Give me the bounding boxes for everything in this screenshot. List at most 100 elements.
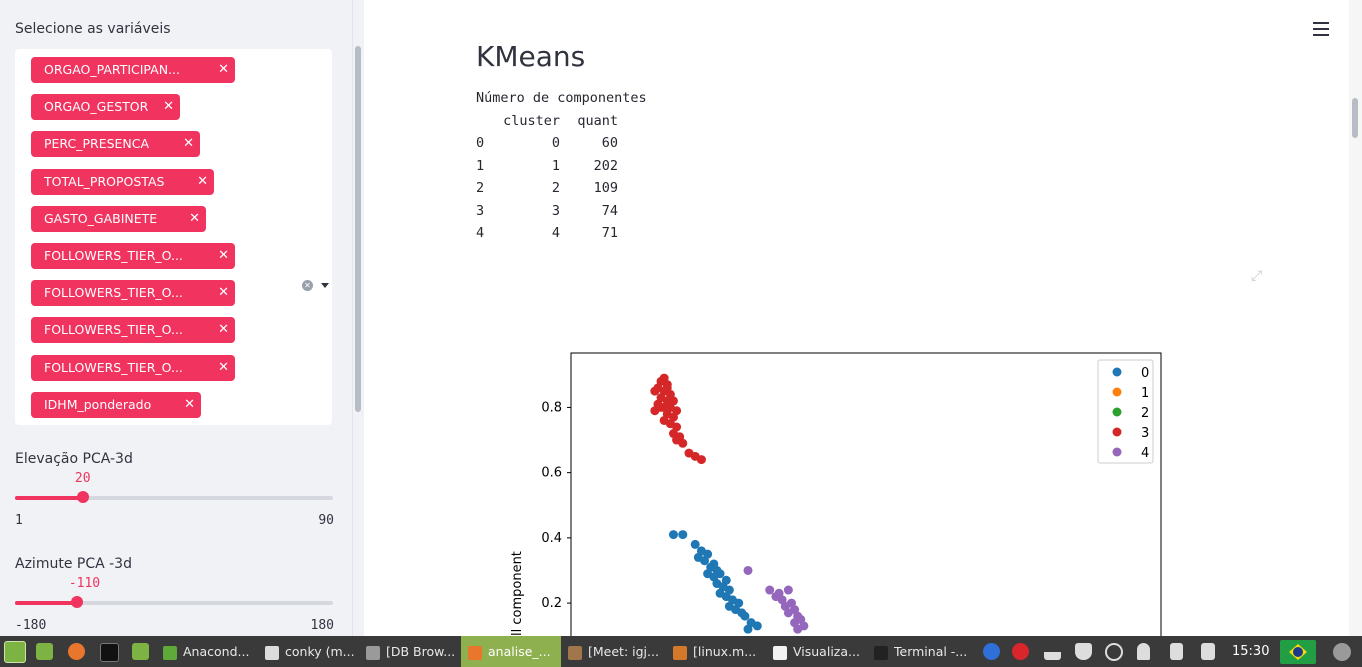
main-scrollbar[interactable] (1349, 0, 1362, 636)
chip-label: PERC_PRESENCA (44, 136, 150, 152)
chip-label: TOTAL_PROPOSTAS (44, 173, 165, 189)
keyboard-layout-flag-icon[interactable] (1280, 640, 1316, 664)
mint-menu-icon[interactable] (4, 641, 26, 663)
bluetooth-icon[interactable] (983, 643, 1000, 660)
hamburger-menu-icon[interactable] (1313, 21, 1329, 37)
remove-chip-icon[interactable]: ✕ (218, 285, 229, 301)
y-tick-label: 0.4 (541, 531, 562, 546)
remove-chip-icon[interactable]: ✕ (218, 322, 229, 338)
taskbar-window-button[interactable]: conky (m... (258, 636, 358, 667)
table-cell: 4 (476, 225, 485, 241)
sidebar: Selecione as variáveis ORGAO_PARTICIPAN.… (0, 0, 352, 636)
chevron-down-icon[interactable] (321, 283, 329, 288)
taskbar-window-button[interactable]: [DB Brow... (359, 636, 459, 667)
chart-legend: 0 1 2 3 4 (1097, 359, 1154, 464)
y-axis-label: ll component (510, 551, 525, 636)
remove-chip-icon[interactable]: ✕ (163, 99, 174, 115)
taskbar: Anacond... conky (m... [DB Brow... analise_… (0, 636, 1362, 667)
app-icon (265, 645, 279, 660)
scatter-point-cluster-0 (752, 621, 762, 631)
clipboard-icon[interactable] (1170, 643, 1183, 660)
wifi-icon[interactable] (1044, 646, 1061, 660)
taskbar-window-button[interactable]: analise_... (461, 636, 561, 667)
selected-variable-chip: PERC_PRESENCA ✕ (31, 131, 200, 158)
taskbar-window-label: Visualiza... (793, 644, 860, 659)
taskbar-window-button[interactable]: Anacond... (156, 636, 256, 667)
y-tick-label: 0.2 (541, 596, 562, 611)
app-icon (874, 645, 888, 660)
sidebar-scrollbar-thumb[interactable] (355, 46, 361, 412)
remove-chip-icon[interactable]: ✕ (189, 210, 200, 226)
elevation-slider-handle[interactable] (76, 491, 89, 503)
table-cell: 0 (551, 135, 560, 152)
show-desktop-icon[interactable] (36, 643, 53, 660)
remove-chip-icon[interactable]: ✕ (184, 396, 195, 412)
chip-label: GASTO_GABINETE (44, 210, 158, 226)
variables-label: Selecione as variáveis (15, 21, 171, 37)
taskbar-window-button[interactable]: [Meet: igj... (561, 636, 665, 667)
app-icon (468, 645, 482, 660)
scatter-point-cluster-3 (662, 383, 672, 393)
terminal-launcher-icon[interactable] (100, 643, 119, 662)
azimuth-max: 180 (310, 618, 334, 633)
files-launcher-icon[interactable] (132, 643, 149, 660)
scatter-point-cluster-3 (696, 455, 706, 465)
firefox-launcher-icon[interactable] (68, 643, 85, 660)
app-icon (673, 645, 687, 660)
taskbar-window-button[interactable]: Terminal -... (867, 636, 977, 667)
main-scrollbar-thumb[interactable] (1352, 98, 1358, 138)
volume-icon[interactable] (1201, 643, 1215, 660)
table-cell: 202 (593, 157, 618, 174)
remove-chip-icon[interactable]: ✕ (218, 359, 229, 375)
scatter-point-cluster-0 (700, 556, 710, 566)
chip-label: IDHM_ponderado (44, 396, 152, 412)
elevation-slider[interactable] (15, 491, 333, 503)
app-icon (568, 645, 582, 660)
scatter-point-cluster-3 (678, 438, 688, 448)
expand-icon[interactable]: ⤢ (1251, 268, 1263, 284)
table-cell: 71 (601, 225, 618, 241)
azimuth-slider-handle[interactable] (70, 596, 83, 608)
update-icon[interactable] (1105, 643, 1123, 661)
clear-all-icon[interactable]: ✕ (302, 280, 313, 291)
table-cell: 74 (601, 202, 618, 219)
azimuth-slider[interactable] (15, 596, 333, 608)
elevation-min: 1 (15, 513, 23, 528)
legend-marker (1112, 447, 1122, 457)
pca-scatter-chart: 0.8 0.6 0.4 0.2 ll component 0 1 2 3 4 (510, 352, 1162, 636)
remove-chip-icon[interactable]: ✕ (197, 173, 208, 189)
scatter-point-cluster-0 (678, 530, 688, 540)
elevation-label: Elevação PCA-3d (15, 451, 133, 467)
remove-chip-icon[interactable]: ✕ (183, 136, 194, 152)
table-header-cell: quant (577, 113, 618, 129)
legend-label: 4 (1141, 446, 1149, 461)
shield-icon[interactable] (1075, 643, 1092, 660)
selected-variable-chip: IDHM_ponderado ✕ (31, 391, 201, 418)
selected-variable-chip: FOLLOWERS_TIER_O... ✕ (31, 317, 235, 344)
chip-label: FOLLOWERS_TIER_O... (44, 248, 183, 263)
table-cell: 2 (551, 180, 560, 197)
app-icon (773, 645, 787, 660)
table-cell: 4 (551, 225, 560, 241)
app-icon (366, 645, 380, 660)
page-title: KMeans (476, 40, 586, 73)
selected-variable-chip: FOLLOWERS_TIER_O... ✕ (31, 280, 235, 307)
remove-chip-icon[interactable]: ✕ (218, 62, 229, 77)
azimuth-label: Azimute PCA -3d (15, 556, 132, 572)
taskbar-window-label: [DB Brow... (386, 644, 456, 659)
mega-icon[interactable] (1012, 643, 1029, 660)
scatter-point-cluster-0 (668, 530, 678, 540)
remove-chip-icon[interactable]: ✕ (218, 248, 229, 263)
taskbar-window-button[interactable]: [linux.m... (666, 636, 766, 667)
taskbar-window-button[interactable]: Visualiza... (766, 636, 866, 667)
variables-multiselect[interactable]: ORGAO_PARTICIPAN... ✕ ORGAO_GESTOR ✕ PERC_PR… (15, 49, 332, 425)
taskbar-window-label: [linux.m... (693, 644, 757, 659)
table-cell: 1 (551, 157, 560, 174)
settings-gear-icon[interactable] (1333, 643, 1351, 661)
notifications-icon[interactable] (1137, 643, 1150, 660)
table-cell: 2 (476, 180, 485, 197)
selected-variable-chip: ORGAO_GESTOR ✕ (31, 94, 180, 121)
clock[interactable]: 15:30 (1232, 644, 1270, 659)
scatter-point-cluster-0 (740, 611, 750, 621)
app-icon (163, 645, 177, 660)
